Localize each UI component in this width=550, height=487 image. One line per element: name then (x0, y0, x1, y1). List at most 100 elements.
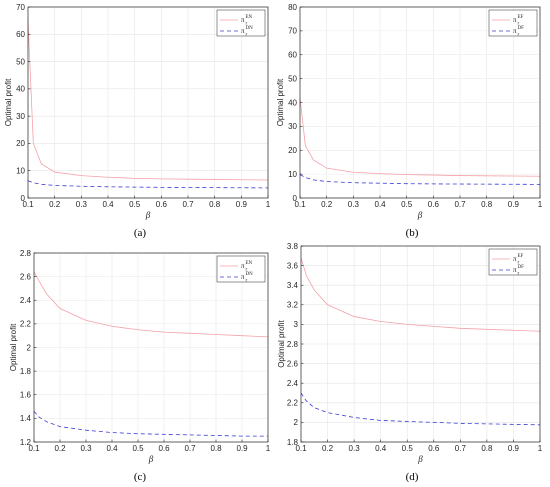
x-tick-label: 0.2 (321, 200, 333, 209)
y-tick-label: 10 (288, 170, 297, 179)
x-axis-label: β (417, 210, 423, 220)
x-tick-label: 0.4 (106, 444, 118, 453)
legend-label: π (241, 16, 245, 24)
legend-box (488, 9, 538, 37)
series-line-en (33, 271, 269, 338)
y-tick-label: 2.8 (287, 340, 299, 349)
legend-label-sup: EN (246, 15, 253, 20)
x-tick-label: 0.9 (508, 200, 520, 209)
y-tick-label: 40 (16, 85, 25, 94)
legend-label-sub: r (246, 33, 248, 38)
x-tick-label: 0.1 (294, 200, 306, 209)
axes-box (27, 6, 269, 199)
y-axis-label: Optimal profit (276, 78, 285, 126)
x-tick-label: 0.4 (374, 200, 386, 209)
legend-label: π (513, 16, 517, 24)
x-tick-label: 1 (538, 444, 543, 453)
legend-label: π (241, 262, 245, 270)
y-tick-label: 3.8 (287, 242, 299, 251)
y-tick-label: 1.6 (20, 391, 32, 400)
series-line-dn (33, 411, 268, 437)
series-line-df (299, 174, 541, 185)
legend-label: π (513, 27, 517, 35)
x-tick-label: 0.5 (401, 200, 413, 209)
x-axis-label: β (148, 454, 154, 464)
series-line-ef (299, 97, 541, 177)
y-tick-label: 30 (16, 112, 25, 121)
y-axis-label: Optimal profit (9, 323, 18, 371)
y-tick-label: 2.2 (20, 320, 32, 329)
y-tick-label: 2.8 (20, 249, 32, 258)
legend-label-sub: r (518, 261, 520, 266)
y-tick-label: 70 (16, 3, 25, 12)
y-tick-label: 20 (16, 139, 25, 148)
legend-label: π (513, 266, 517, 274)
x-tick-label: 0.8 (481, 200, 493, 209)
y-tick-label: 50 (16, 57, 25, 66)
x-tick-label: 1 (266, 200, 271, 209)
x-tick-label: 0.3 (80, 444, 92, 453)
legend-label-sup: EF (518, 254, 524, 259)
x-tick-label: 0.2 (322, 444, 334, 453)
x-tick-label: 0.1 (22, 200, 34, 209)
legend-box (216, 255, 266, 283)
legend-label: π (513, 255, 517, 263)
y-axis-label: Optimal profit (277, 319, 286, 367)
y-tick-label: 2.4 (20, 296, 32, 305)
x-tick-label: 0.7 (182, 200, 194, 209)
y-tick-label: 70 (288, 27, 297, 36)
x-tick-label: 0.7 (454, 200, 466, 209)
x-tick-label: 0.9 (508, 444, 520, 453)
x-tick-label: 0.2 (54, 444, 66, 453)
y-tick-label: 20 (288, 146, 297, 155)
x-tick-label: 0.8 (481, 444, 493, 453)
x-axis-label: β (145, 210, 151, 220)
x-tick-label: 0.1 (295, 444, 307, 453)
panel-caption: (a) (134, 227, 147, 239)
x-tick-label: 0.6 (156, 200, 168, 209)
series-line-df (300, 392, 541, 426)
x-tick-label: 1 (266, 444, 271, 453)
legend-box (488, 248, 538, 276)
y-tick-label: 2 (294, 418, 299, 427)
legend-label: π (241, 27, 245, 35)
y-tick-label: 1.2 (20, 438, 32, 447)
y-tick-label: 2.6 (287, 359, 299, 368)
legend-label-sub: r (518, 22, 520, 27)
legend-label-sub: r (246, 268, 248, 273)
legend-label-sub: r (246, 279, 248, 284)
y-tick-label: 3 (294, 320, 299, 329)
y-tick-label: 2 (27, 343, 32, 352)
y-tick-label: 3.6 (287, 261, 299, 270)
y-tick-label: 60 (16, 30, 25, 39)
legend-label-sub: r (246, 22, 248, 27)
legend-label-sup: EN (246, 261, 253, 266)
x-tick-label: 0.1 (28, 444, 40, 453)
x-tick-label: 0.2 (49, 200, 61, 209)
y-tick-label: 30 (288, 122, 297, 131)
x-tick-label: 0.5 (132, 444, 144, 453)
legend-label-sup: DF (518, 265, 525, 270)
legend-label-sup: DN (246, 272, 254, 277)
x-tick-label: 1 (538, 200, 543, 209)
x-tick-label: 0.3 (76, 200, 88, 209)
x-tick-label: 0.8 (210, 444, 222, 453)
y-tick-label: 2.6 (20, 272, 32, 281)
y-tick-label: 60 (288, 51, 297, 60)
x-tick-label: 0.9 (236, 444, 248, 453)
legend-label-sup: EF (518, 15, 524, 20)
panel-caption: (d) (406, 471, 419, 483)
legend-label: π (241, 273, 245, 281)
y-axis-label: Optimal profit (4, 78, 13, 126)
y-tick-label: 1.8 (287, 438, 299, 447)
x-tick-label: 0.3 (348, 200, 360, 209)
x-tick-label: 0.4 (102, 200, 114, 209)
series-line-en (27, 20, 269, 181)
y-tick-label: 10 (16, 167, 25, 176)
legend-label-sup: DN (246, 26, 254, 31)
panel-caption: (c) (134, 471, 147, 483)
